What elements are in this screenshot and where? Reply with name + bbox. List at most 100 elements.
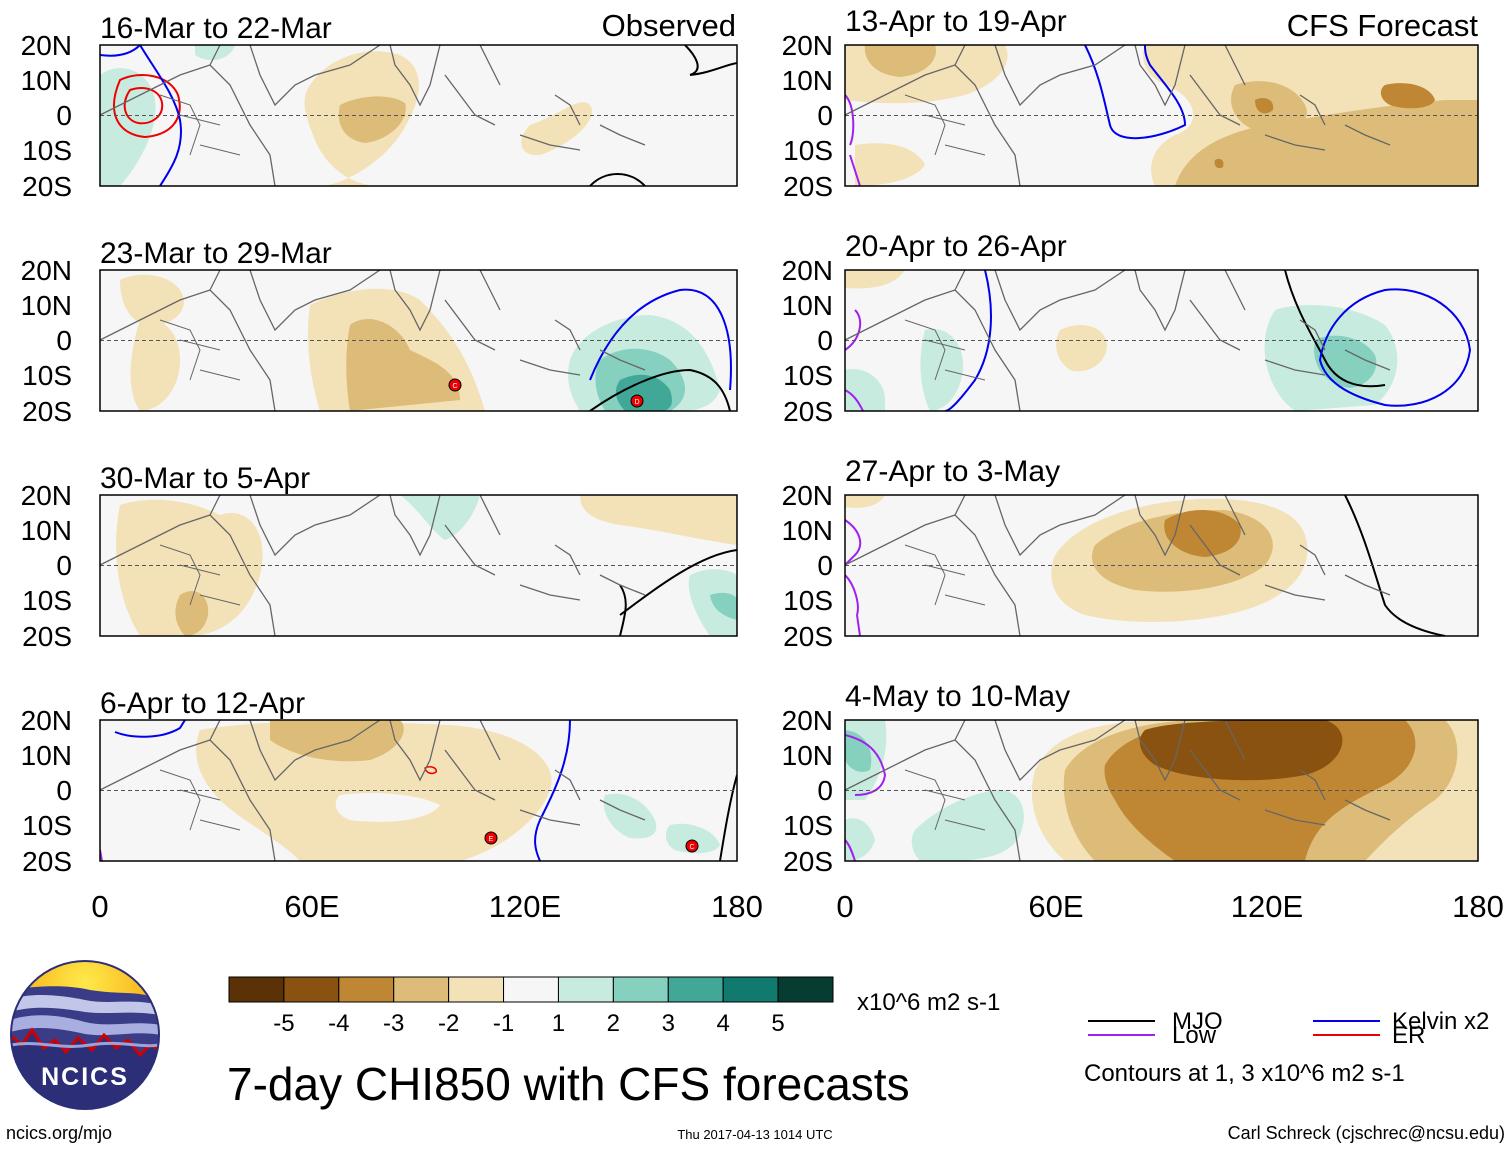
panel-period-label: 6-Apr to 12-Apr xyxy=(100,687,305,720)
header-observed: Observed xyxy=(602,8,736,43)
colorbar-tick-label: -1 xyxy=(493,1010,514,1037)
lon-label: 180 xyxy=(711,889,763,924)
lat-label: 10N xyxy=(21,515,72,546)
lat-label: 20S xyxy=(22,846,72,877)
panel-observed-3: 30-Mar to 5-Apr xyxy=(99,462,738,637)
panel-period-label: 23-Mar to 29-Mar xyxy=(100,237,332,270)
svg-text:E: E xyxy=(489,836,494,843)
lat-label: 10S xyxy=(783,810,833,841)
panel-period-label: 13-Apr to 19-Apr xyxy=(845,5,1067,38)
panel-period-label: 20-Apr to 26-Apr xyxy=(845,230,1067,263)
header-cfs-forecast: CFS Forecast xyxy=(1287,8,1479,43)
lon-label: 60E xyxy=(284,889,339,924)
lat-label: 10N xyxy=(21,65,72,96)
lat-label: 20N xyxy=(21,255,72,286)
legend-label-low: Low xyxy=(1172,1022,1217,1049)
colorbar-tick-label: 5 xyxy=(771,1010,784,1037)
panel-forecast-2: 20-Apr to 26-Apr xyxy=(844,230,1479,412)
legend-label-mjo: MJO xyxy=(1172,1008,1223,1035)
lat-label: 0 xyxy=(817,100,833,131)
lat-label: 20S xyxy=(22,621,72,652)
panel-forecast-1: 13-Apr to 19-Apr xyxy=(844,5,1479,187)
lat-label: 0 xyxy=(56,550,72,581)
panel-period-label: 4-May to 10-May xyxy=(845,680,1070,713)
colorbar-tick-label: 3 xyxy=(662,1010,675,1037)
lat-label: 10N xyxy=(21,740,72,771)
lat-label: 10N xyxy=(782,65,833,96)
colorbar-swatch xyxy=(228,976,285,1003)
lat-label: 0 xyxy=(817,775,833,806)
legend-label-kelvin: Kelvin x2 xyxy=(1392,1008,1489,1035)
colorbar: -5 -4 -3 -2 -1 1 2 3 4 5 x10^6 m2 s-1 xyxy=(228,976,1000,1037)
lat-label: 10S xyxy=(783,585,833,616)
colorbar-swatch xyxy=(777,976,834,1003)
footer-author: Carl Schreck (cjschrec@ncsu.edu) xyxy=(1228,1123,1505,1143)
figure-title: 7-day CHI850 with CFS forecasts xyxy=(227,1058,910,1110)
svg-text:D: D xyxy=(634,399,639,406)
lat-label: 20N xyxy=(21,705,72,736)
lat-label: 20N xyxy=(782,30,833,61)
colorbar-swatch xyxy=(557,976,614,1003)
colorbar-tick-label: -5 xyxy=(273,1010,294,1037)
lon-label: 120E xyxy=(489,889,561,924)
panel-observed-1: 16-Mar to 22-Mar xyxy=(99,12,738,187)
panel-forecast-4: 4-May to 10-May xyxy=(844,680,1479,862)
colorbar-tick-label: -3 xyxy=(383,1010,404,1037)
lon-label: 0 xyxy=(91,889,108,924)
colorbar-swatch xyxy=(667,976,724,1003)
panel-period-label: 16-Mar to 22-Mar xyxy=(100,12,332,45)
lat-label: 10S xyxy=(22,810,72,841)
colorbar-tick-label: -4 xyxy=(328,1010,349,1037)
lat-label: 20N xyxy=(782,255,833,286)
lon-label: 0 xyxy=(836,889,853,924)
svg-text:C: C xyxy=(452,383,457,390)
lat-label: 20N xyxy=(21,30,72,61)
panel-forecast-3: 27-Apr to 3-May xyxy=(844,455,1479,637)
lat-label: 0 xyxy=(56,775,72,806)
colorbar-units: x10^6 m2 s-1 xyxy=(857,989,1000,1016)
lon-label: 60E xyxy=(1028,889,1083,924)
panel-period-label: 27-Apr to 3-May xyxy=(845,455,1060,488)
lat-label: 0 xyxy=(817,550,833,581)
lat-label: 20S xyxy=(22,171,72,202)
ncics-logo: NCICS xyxy=(10,960,160,1110)
colorbar-swatch xyxy=(448,976,505,1003)
lat-label: 20S xyxy=(22,396,72,427)
panel-observed-4: 6-Apr to 12-Apr E C xyxy=(99,687,738,862)
lat-label: 10N xyxy=(21,290,72,321)
footer-timestamp: Thu 2017-04-13 1014 UTC xyxy=(677,1127,832,1142)
lat-label: 0 xyxy=(817,325,833,356)
colorbar-swatch xyxy=(503,976,559,1003)
latitude-axis-left: 20N 10N 0 10S 20S 20N 10N 0 10S 20S 20N 10N 0 10S 20S 2… xyxy=(21,30,72,877)
lat-label: 0 xyxy=(56,325,72,356)
legend-note: Contours at 1, 3 x10^6 m2 s-1 xyxy=(1084,1060,1405,1087)
lat-label: 10S xyxy=(22,585,72,616)
latitude-axis-right: 20N 10N 0 10S 20S 20N 10N 0 10S 20S 20N 10N 0 10S 20S 2… xyxy=(782,30,833,877)
lat-label: 20S xyxy=(783,621,833,652)
lat-label: 10N xyxy=(782,740,833,771)
footer-url: ncics.org/mjo xyxy=(6,1123,112,1143)
lat-label: 20S xyxy=(783,171,833,202)
lon-label: 120E xyxy=(1231,889,1303,924)
longitude-axis-right: 0 60E 120E 180 xyxy=(836,889,1503,924)
lat-label: 10N xyxy=(782,515,833,546)
svg-text:C: C xyxy=(689,844,694,851)
lat-label: 20S xyxy=(783,846,833,877)
panel-observed-2: 23-Mar to 29-Mar C D xyxy=(99,237,738,412)
lat-label: 10N xyxy=(782,290,833,321)
logo-text: NCICS xyxy=(41,1063,129,1091)
colorbar-ticks: -5 -4 -3 -2 -1 1 2 3 4 5 xyxy=(273,1010,785,1037)
lat-label: 20N xyxy=(782,480,833,511)
colorbar-tick-label: 1 xyxy=(552,1010,565,1037)
colorbar-swatch xyxy=(338,976,395,1003)
legend-label-er: ER xyxy=(1392,1022,1425,1049)
lat-label: 20N xyxy=(782,705,833,736)
lat-label: 10S xyxy=(22,360,72,391)
colorbar-tick-label: 4 xyxy=(717,1010,730,1037)
panel-period-label: 30-Mar to 5-Apr xyxy=(100,462,310,495)
colorbar-tick-label: 2 xyxy=(607,1010,620,1037)
lat-label: 10S xyxy=(22,135,72,166)
lat-label: 20S xyxy=(783,396,833,427)
lat-label: 10S xyxy=(783,360,833,391)
